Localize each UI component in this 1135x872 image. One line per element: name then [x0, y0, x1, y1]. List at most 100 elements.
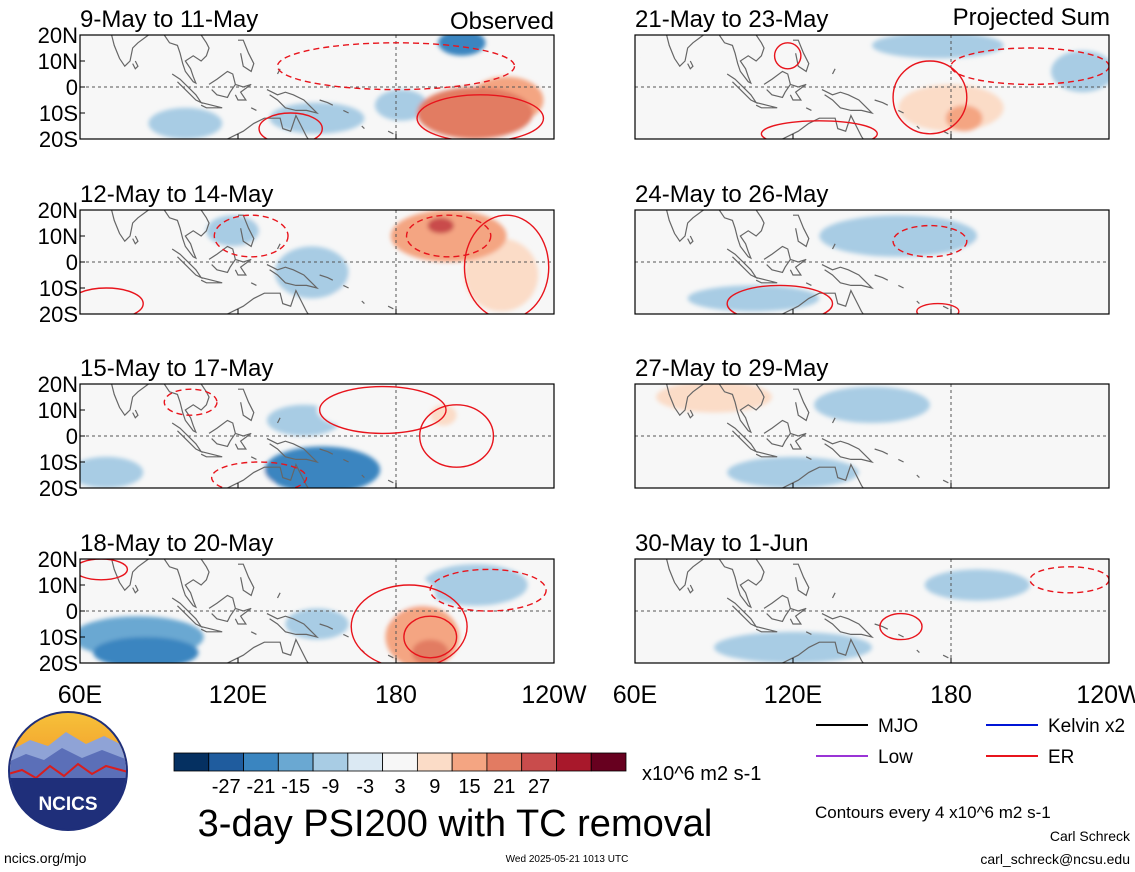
anomaly-blob — [943, 417, 1038, 481]
colorbar-bin — [521, 752, 557, 772]
colorbar-bin — [347, 752, 384, 772]
panel-frame — [634, 558, 1110, 664]
colorbar-label: -21 — [246, 776, 275, 798]
anomaly-blob — [390, 210, 507, 262]
er-contour — [1029, 566, 1109, 594]
anomaly-blob — [330, 272, 410, 304]
anomaly-blob — [819, 215, 978, 257]
er-contour — [80, 559, 129, 581]
coastlines — [665, 210, 949, 314]
y-tick-label: 10S — [39, 450, 78, 475]
anomaly-blob — [945, 269, 1009, 307]
er-contour — [318, 385, 447, 435]
anomaly-blob — [414, 430, 457, 457]
coastlines — [110, 559, 394, 663]
er-contour — [276, 42, 516, 91]
colorbar-bin — [382, 752, 418, 772]
er-contour — [726, 284, 834, 314]
map-panel: 21-May to 23-May — [634, 6, 1110, 140]
panel-frame — [634, 209, 1110, 315]
anomaly-blob — [877, 394, 920, 416]
er-contour — [463, 214, 550, 314]
x-tick-label: 60E — [613, 681, 657, 709]
colorbar-bin — [590, 752, 627, 772]
anomaly-shading — [80, 559, 528, 663]
panel-frame — [634, 383, 1110, 489]
x-tick-label: 60E — [58, 681, 102, 709]
colorbar-bin — [208, 752, 244, 772]
x-tick-label: 180 — [375, 681, 417, 709]
x-tick-label: 120E — [764, 681, 822, 709]
anomaly-blob — [80, 559, 133, 580]
panel-date-label: 21-May to 23-May — [635, 6, 828, 33]
er-contour — [419, 404, 495, 468]
y-tick-label: 20S — [39, 302, 78, 327]
anomaly-blob — [714, 210, 820, 236]
anomaly-blob — [438, 35, 486, 56]
panel-date-label: 9-May to 11-May — [80, 6, 258, 33]
anomaly-blob — [148, 107, 223, 139]
y-tick-label: 0 — [66, 250, 78, 275]
anomaly-blob — [1051, 50, 1109, 93]
anomaly-blob — [82, 35, 157, 67]
y-tick-label: 20S — [39, 476, 78, 501]
anomaly-shading — [80, 210, 539, 312]
panel-date-label: 30-May to 1-Jun — [635, 530, 808, 557]
y-tick-label: 10S — [39, 101, 78, 126]
y-tick-label: 10N — [38, 224, 78, 249]
er-contour — [892, 224, 968, 258]
panel-frame — [634, 34, 1110, 140]
colorbar-bin — [451, 752, 488, 772]
coastlines — [110, 35, 394, 139]
anomaly-blob — [427, 217, 454, 234]
contour-interval-note: Contours every 4 x10^6 m2 s-1 — [815, 803, 1051, 822]
observed-column-label: Observed — [450, 8, 554, 35]
x-tick-label: 120E — [209, 681, 267, 709]
y-tick-label: 10S — [39, 276, 78, 301]
y-tick-label: 10N — [38, 573, 78, 598]
colorbar-bin — [173, 752, 210, 772]
coastlines — [110, 210, 394, 314]
coastlines — [665, 384, 949, 488]
x-axis-tick-labels: 60E 120E 180 120W 60E 120E 180 120W — [58, 681, 1135, 709]
anomaly-blob — [101, 389, 217, 421]
y-tick-label: 20N — [38, 547, 78, 572]
y-tick-label: 10N — [38, 49, 78, 74]
anomaly-blob — [274, 246, 349, 299]
anomaly-blob — [656, 384, 772, 413]
anomaly-blob — [80, 456, 144, 488]
panel-date-label: 27-May to 29-May — [635, 355, 828, 382]
coastlines — [665, 559, 949, 663]
map-panel: 30-May to 1-Jun — [634, 530, 1110, 664]
y-tick-label: 0 — [66, 599, 78, 624]
colorbar-label: -27 — [212, 776, 241, 798]
anomaly-shading — [80, 389, 457, 488]
anomaly-blob — [309, 35, 404, 61]
author-name: Carl Schreck — [1050, 828, 1131, 844]
er-contour — [416, 94, 545, 139]
anomaly-blob — [93, 637, 199, 663]
panel-date-label: 15-May to 17-May — [80, 355, 273, 382]
er-contour — [916, 302, 960, 314]
colorbar-label: 15 — [458, 776, 480, 798]
panel-date-label: 12-May to 14-May — [80, 181, 273, 208]
anomaly-shading — [687, 210, 1096, 312]
map-panel: 27-May to 29-May — [634, 355, 1110, 489]
figure-title: 3-day PSI200 with TC removal — [198, 803, 713, 845]
anomaly-shading — [635, 384, 1038, 488]
anomaly-blob — [269, 102, 365, 134]
panel-date-label: 18-May to 20-May — [80, 530, 273, 557]
website-link[interactable]: ncics.org/mjo — [4, 850, 87, 866]
er-contour — [760, 120, 878, 139]
er-contour — [405, 214, 492, 258]
y-tick-label: 20S — [39, 651, 78, 676]
anomaly-blob — [317, 389, 449, 431]
colorbar-label: 27 — [528, 776, 550, 798]
anomaly-shading — [82, 35, 544, 139]
anomaly-blob — [872, 35, 1004, 59]
